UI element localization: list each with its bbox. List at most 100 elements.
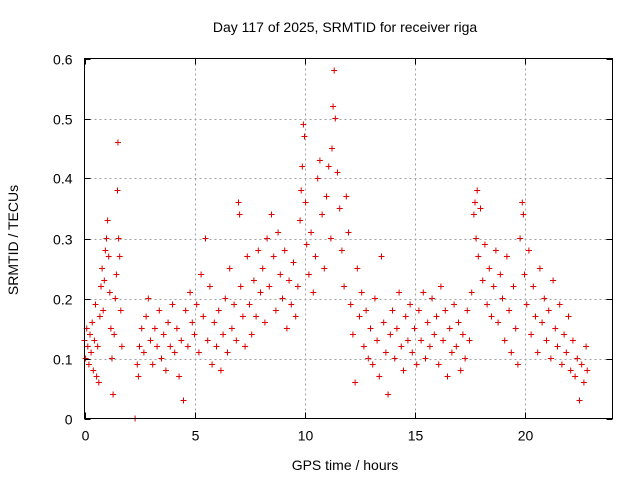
data-point: [279, 295, 286, 302]
data-point: [459, 331, 466, 338]
data-point: [187, 289, 194, 296]
data-point: [236, 211, 243, 218]
data-point: [481, 241, 488, 248]
data-point: [444, 373, 451, 380]
data-point: [107, 325, 114, 332]
x-tick-label: 5: [192, 428, 200, 444]
data-point: [281, 247, 288, 254]
data-point: [356, 313, 363, 320]
data-point: [171, 349, 178, 356]
data-point: [224, 349, 231, 356]
data-point: [290, 259, 297, 266]
data-point: [497, 271, 504, 278]
data-point: [479, 277, 486, 284]
data-point: [268, 211, 275, 218]
data-point: [167, 343, 174, 350]
data-point: [96, 313, 103, 320]
data-point: [521, 271, 528, 278]
data-point: [226, 265, 233, 272]
data-point: [329, 145, 335, 152]
data-point: [136, 343, 143, 350]
x-tick-label: 0: [82, 428, 90, 444]
data-point: [206, 283, 213, 290]
data-point: [512, 325, 519, 332]
data-point: [389, 307, 396, 314]
data-point: [349, 331, 356, 338]
data-point: [492, 247, 499, 254]
data-point: [90, 367, 97, 374]
data-point: [477, 205, 484, 212]
data-points: [81, 67, 591, 422]
data-point: [220, 331, 227, 338]
data-point: [554, 343, 561, 350]
data-point: [160, 331, 167, 338]
data-point: [474, 187, 481, 194]
y-tick-labels: 0 0.1 0.2 0.3 0.4 0.5 0.6: [53, 52, 73, 428]
data-point: [93, 373, 100, 380]
data-point: [180, 397, 187, 404]
data-point: [472, 199, 478, 206]
data-point: [338, 247, 345, 254]
data-point: [259, 265, 266, 272]
data-point: [156, 307, 163, 314]
data-point: [584, 367, 591, 374]
data-point: [173, 325, 180, 332]
data-point: [541, 295, 548, 302]
data-point: [532, 313, 539, 320]
y-tick-label: 0.3: [53, 232, 73, 248]
data-point: [237, 283, 244, 290]
data-point: [437, 283, 444, 290]
plot-frame: [84, 58, 613, 419]
data-point: [154, 343, 161, 350]
data-point: [550, 277, 557, 284]
data-point: [257, 289, 264, 296]
axis-ticks: [84, 58, 613, 420]
data-point: [433, 313, 440, 320]
data-point: [358, 289, 365, 296]
data-point: [457, 367, 464, 374]
data-point: [407, 301, 414, 308]
data-point: [98, 283, 104, 290]
x-tick-label: 20: [518, 428, 534, 444]
data-point: [288, 301, 295, 308]
data-point: [202, 235, 209, 242]
data-point: [382, 349, 389, 356]
data-point: [143, 313, 150, 320]
data-point: [569, 337, 576, 344]
x-tick-label: 10: [298, 428, 314, 444]
data-point: [446, 325, 453, 332]
data-point: [116, 253, 123, 260]
data-point: [396, 289, 403, 296]
data-point: [552, 325, 559, 332]
data-point: [298, 187, 305, 194]
data-point: [429, 295, 436, 302]
data-point: [110, 391, 117, 398]
data-point: [495, 319, 502, 326]
data-point: [264, 235, 271, 242]
data-point: [275, 229, 282, 236]
data-point: [134, 361, 141, 368]
data-point: [114, 139, 121, 146]
data-point: [213, 343, 220, 350]
data-point: [347, 301, 354, 308]
data-point: [176, 373, 183, 380]
data-point: [112, 295, 119, 302]
x-tick-label: 15: [408, 428, 424, 444]
data-point: [411, 325, 418, 332]
data-point: [162, 367, 169, 374]
data-point: [316, 157, 323, 164]
data-point: [228, 325, 235, 332]
data-point: [158, 355, 165, 362]
data-point: [314, 175, 321, 182]
x-axis-label: GPS time / hours: [292, 457, 399, 473]
y-tick-label: 0.1: [53, 352, 73, 368]
data-point: [299, 163, 306, 170]
data-point: [371, 295, 378, 302]
data-point: [345, 229, 352, 236]
data-point: [239, 313, 246, 320]
data-point: [105, 253, 112, 260]
data-point: [365, 355, 372, 362]
data-point: [360, 343, 367, 350]
data-point: [195, 349, 202, 356]
data-point: [111, 331, 118, 338]
